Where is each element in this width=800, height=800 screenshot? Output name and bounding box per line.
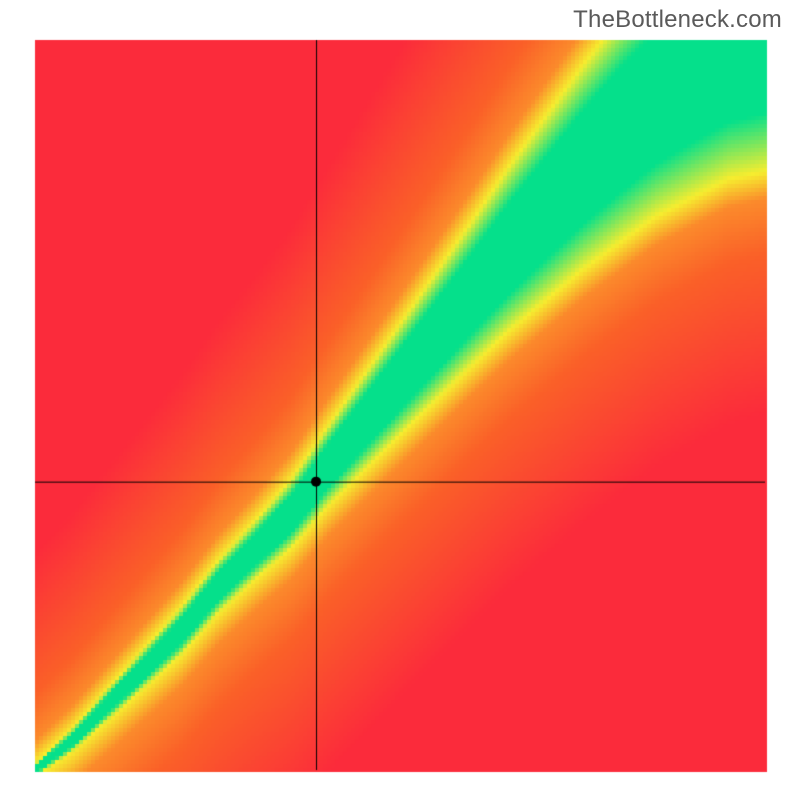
watermark-text: TheBottleneck.com bbox=[573, 6, 782, 34]
heatmap-canvas bbox=[0, 0, 800, 800]
chart-container: TheBottleneck.com bbox=[0, 0, 800, 800]
